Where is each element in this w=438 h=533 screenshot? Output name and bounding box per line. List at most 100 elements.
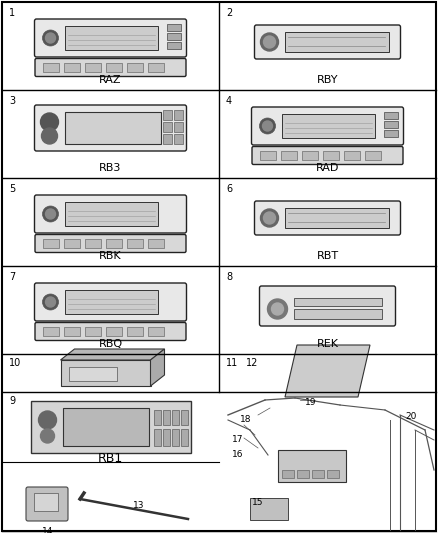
Bar xyxy=(68,367,117,381)
Bar xyxy=(106,327,121,336)
Bar xyxy=(259,151,276,160)
Bar xyxy=(162,122,172,132)
Text: RAZ: RAZ xyxy=(99,75,122,85)
FancyBboxPatch shape xyxy=(254,25,400,59)
Bar xyxy=(250,498,288,520)
Bar xyxy=(64,290,158,314)
Circle shape xyxy=(40,113,59,131)
Bar xyxy=(384,130,398,137)
Bar xyxy=(162,410,170,425)
Bar xyxy=(153,429,160,446)
Text: 1: 1 xyxy=(9,8,15,18)
Bar xyxy=(148,239,163,248)
Bar xyxy=(60,360,151,386)
Bar xyxy=(364,151,381,160)
Bar xyxy=(166,33,180,40)
Bar xyxy=(172,410,179,425)
FancyBboxPatch shape xyxy=(251,107,403,145)
Bar xyxy=(280,151,297,160)
Bar xyxy=(180,410,187,425)
Circle shape xyxy=(46,209,56,219)
Bar xyxy=(148,63,163,72)
Bar xyxy=(172,429,179,446)
Bar xyxy=(293,309,381,319)
Bar xyxy=(285,208,389,228)
Bar xyxy=(180,429,187,446)
Bar xyxy=(173,110,183,120)
Bar xyxy=(85,239,100,248)
Bar xyxy=(42,327,59,336)
Bar xyxy=(63,408,148,446)
Text: REK: REK xyxy=(317,339,339,349)
Text: 18: 18 xyxy=(240,415,251,424)
Text: RB3: RB3 xyxy=(99,163,122,173)
Bar xyxy=(85,63,100,72)
Text: 15: 15 xyxy=(252,498,264,507)
Text: RBY: RBY xyxy=(317,75,338,85)
FancyBboxPatch shape xyxy=(35,59,186,77)
FancyBboxPatch shape xyxy=(35,283,187,321)
FancyBboxPatch shape xyxy=(35,235,186,253)
Bar xyxy=(282,470,294,478)
Text: 6: 6 xyxy=(226,184,232,194)
Bar xyxy=(42,63,59,72)
Bar xyxy=(343,151,360,160)
Text: 5: 5 xyxy=(9,184,15,194)
Bar xyxy=(64,202,158,226)
Bar xyxy=(64,63,80,72)
Bar xyxy=(384,112,398,119)
Bar xyxy=(162,134,172,144)
Text: RBQ: RBQ xyxy=(99,339,123,349)
Bar xyxy=(64,26,158,50)
Bar xyxy=(106,63,121,72)
Circle shape xyxy=(42,206,59,222)
Text: 20: 20 xyxy=(405,412,417,421)
Text: 12: 12 xyxy=(246,358,258,368)
FancyBboxPatch shape xyxy=(259,286,396,326)
Polygon shape xyxy=(285,345,370,397)
Text: 13: 13 xyxy=(133,500,145,510)
Bar xyxy=(127,239,142,248)
Circle shape xyxy=(262,121,272,131)
Bar xyxy=(173,134,183,144)
Bar xyxy=(153,410,160,425)
Text: 9: 9 xyxy=(9,396,15,406)
Text: 7: 7 xyxy=(9,272,15,282)
FancyBboxPatch shape xyxy=(35,19,187,57)
Bar xyxy=(301,151,318,160)
Text: RB1: RB1 xyxy=(98,451,123,464)
Text: 3: 3 xyxy=(9,96,15,106)
Bar xyxy=(166,42,180,49)
Circle shape xyxy=(264,36,276,48)
Bar xyxy=(173,122,183,132)
Circle shape xyxy=(42,30,59,46)
Text: 14: 14 xyxy=(42,527,53,533)
Bar xyxy=(322,151,339,160)
Text: 17: 17 xyxy=(232,435,244,444)
Bar xyxy=(162,429,170,446)
Bar xyxy=(64,112,160,144)
FancyBboxPatch shape xyxy=(35,195,187,233)
Bar xyxy=(282,114,374,138)
FancyBboxPatch shape xyxy=(31,401,191,453)
Circle shape xyxy=(46,33,56,43)
Circle shape xyxy=(46,297,56,307)
Text: 4: 4 xyxy=(226,96,232,106)
Bar xyxy=(327,470,339,478)
Text: RAD: RAD xyxy=(316,163,339,173)
FancyBboxPatch shape xyxy=(26,487,68,521)
FancyBboxPatch shape xyxy=(254,201,400,235)
Bar xyxy=(127,327,142,336)
Bar xyxy=(285,32,389,52)
Circle shape xyxy=(268,299,287,319)
Text: RBT: RBT xyxy=(316,251,339,261)
Bar xyxy=(293,298,381,306)
Bar xyxy=(162,110,172,120)
Polygon shape xyxy=(151,349,165,386)
Bar xyxy=(384,121,398,128)
Bar xyxy=(278,450,346,482)
Bar xyxy=(34,493,58,511)
Circle shape xyxy=(42,294,59,310)
Circle shape xyxy=(272,303,283,315)
Bar xyxy=(85,327,100,336)
